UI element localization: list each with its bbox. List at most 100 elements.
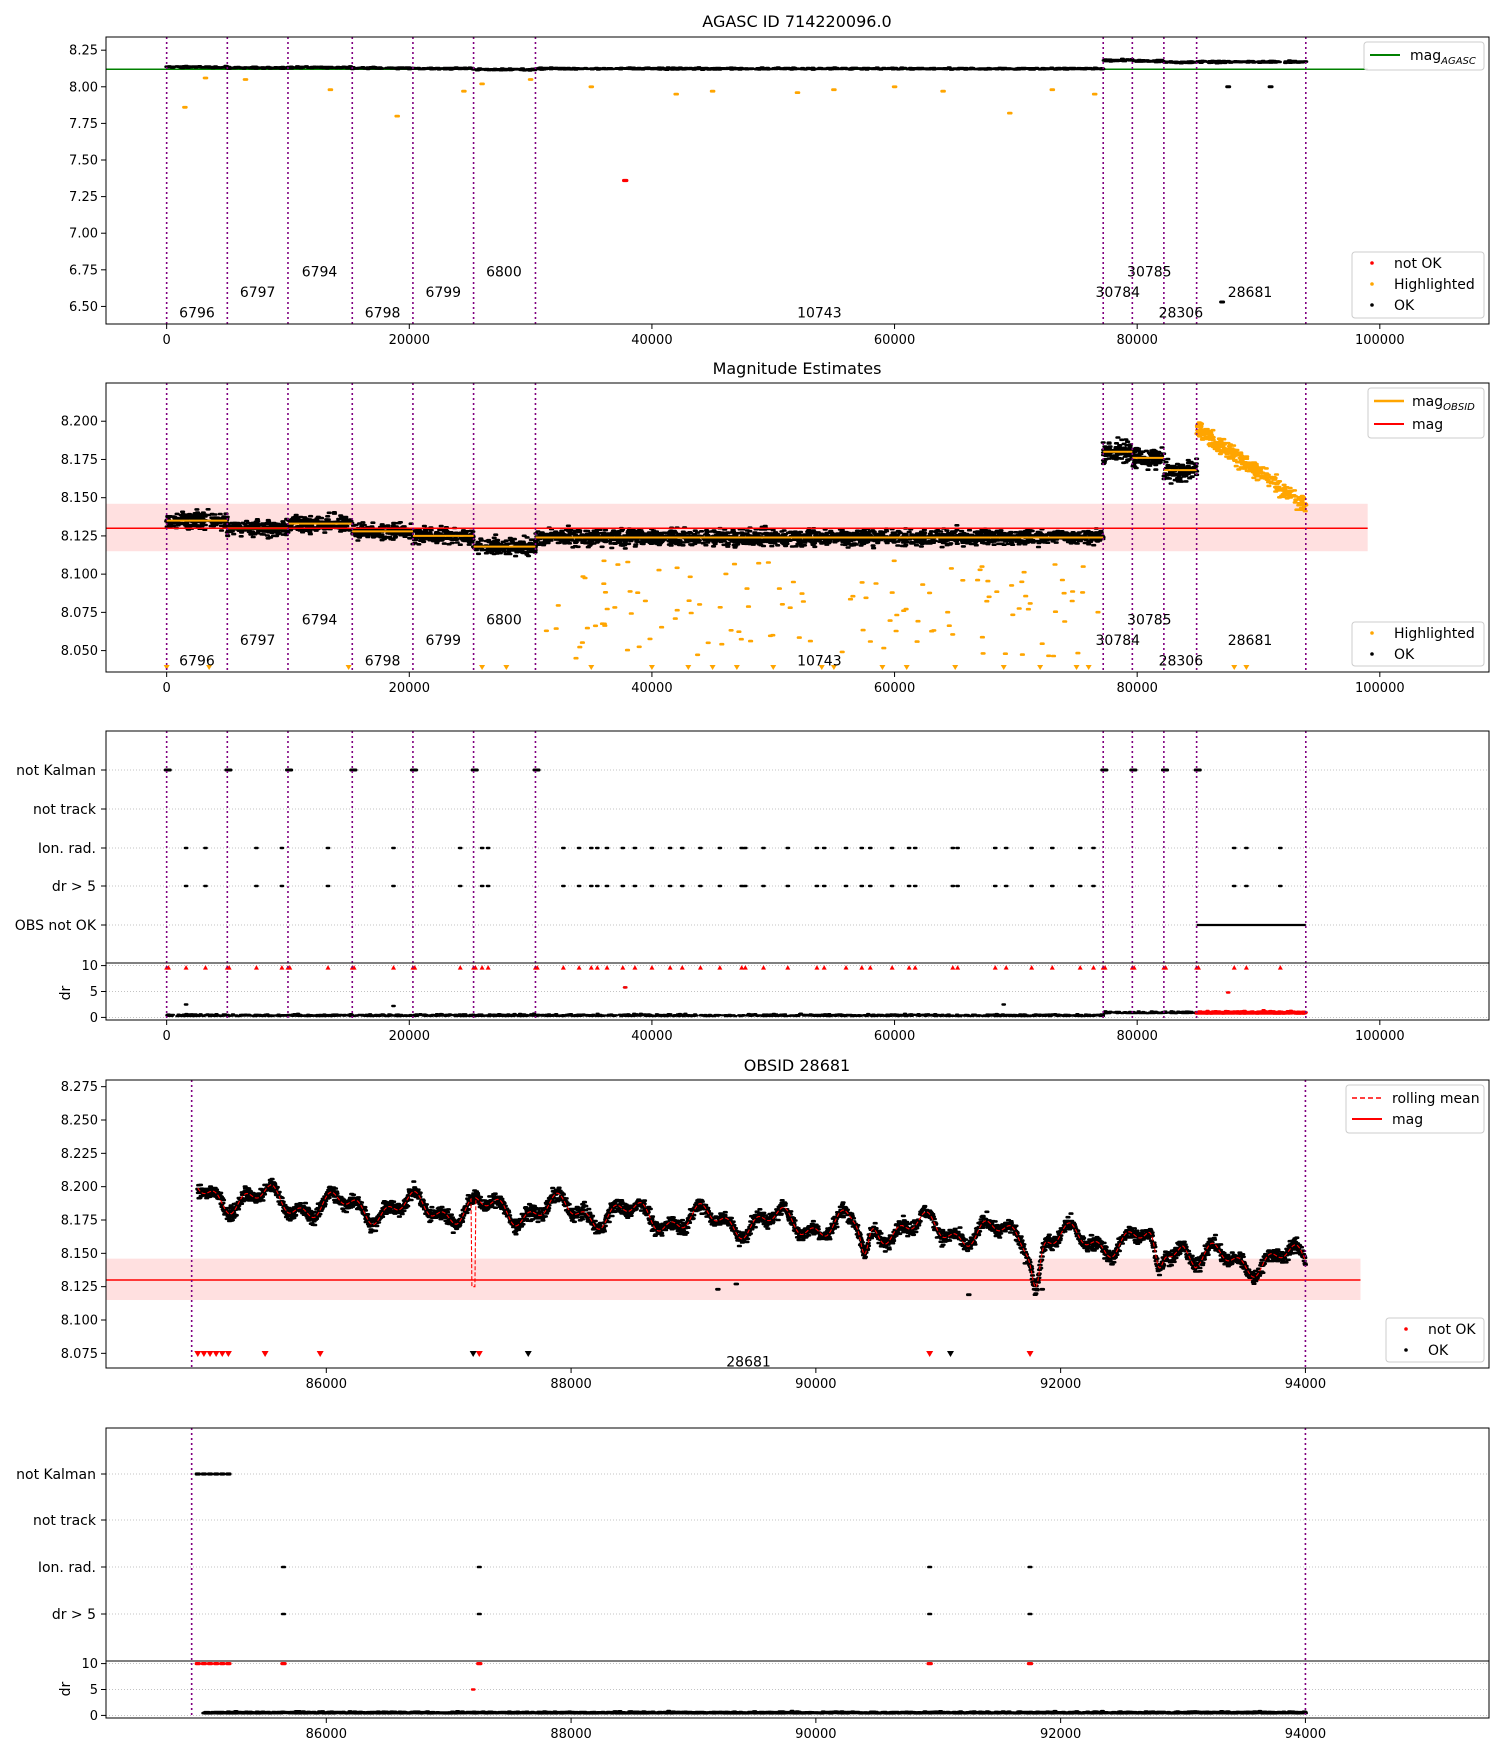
obsid-label: 6797: [240, 285, 276, 301]
triangle-up-icon: [761, 965, 767, 970]
triangle-up-icon: [1102, 965, 1108, 970]
y-tick-label: 8.175: [61, 453, 98, 468]
y-tick-label: 8.150: [61, 1247, 98, 1262]
triangle-down-icon: [879, 665, 886, 670]
y-tick-label: 8.00: [69, 80, 98, 95]
panel-title: AGASC ID 714220096.0: [702, 12, 891, 31]
triangle-up-icon: [814, 965, 820, 970]
triangle-down-icon: [648, 665, 655, 670]
annotation-layer: 6796 6797 6794 6798 6799 6800 10743 30784 30785 2…: [165, 37, 1307, 324]
x-tick-label: 20000: [389, 333, 430, 348]
panel-title: OBSID 28681: [744, 1056, 850, 1075]
triangle-down-icon: [163, 665, 170, 670]
triangle-up-icon: [1243, 965, 1249, 970]
triangle-down-icon: [770, 665, 777, 670]
triangle-up-icon: [479, 965, 485, 970]
rolling-mean-line: [197, 1184, 1306, 1288]
ok-points: [164, 57, 1309, 72]
obsid-label: 28306: [1159, 653, 1204, 669]
triangle-up-icon: [742, 965, 748, 970]
y-tick-label: 8.200: [61, 1180, 98, 1195]
triangle-down-icon: [1231, 665, 1238, 670]
y-tick-label: 5: [90, 985, 98, 1000]
triangle-up-icon: [859, 965, 865, 970]
y-tick-label: 5: [90, 1683, 98, 1698]
y-tick-label: 8.050: [61, 644, 98, 659]
obsid-label: 6799: [425, 285, 461, 301]
triangle-down-icon: [926, 1351, 934, 1357]
flag-row-label: not track: [33, 802, 97, 818]
triangle-up-icon: [279, 965, 285, 970]
plot-frame: [105, 382, 1490, 673]
triangle-up-icon: [534, 965, 540, 970]
y-tick-label: 8.150: [61, 491, 98, 506]
triangle-up-icon: [632, 965, 638, 970]
flag-row-label: Ion. rad.: [38, 841, 96, 857]
obsid-label: 28681: [726, 1354, 771, 1370]
obsid-label: 6798: [365, 653, 401, 669]
legend-status: not OK OK: [1385, 1317, 1485, 1363]
x-tick-label: 80000: [1117, 1029, 1158, 1044]
axes-layer: 86000 88000 90000 92000 94000 8.075 8.100 8.125…: [61, 1080, 1326, 1392]
flag-row-label: not Kalman: [16, 1467, 96, 1483]
triangle-up-icon: [912, 965, 918, 970]
data-layer: [164, 421, 1309, 660]
triangle-up-icon: [485, 965, 491, 970]
obsid-label: 30785: [1127, 264, 1172, 280]
triangle-up-icon: [412, 965, 418, 970]
panel-flags: not Kalman not track Ion. rad. dr > 5 OBS no…: [15, 730, 1490, 1044]
y-tick-label: 8.125: [61, 529, 98, 544]
plot-background-layer: [106, 1473, 1489, 1716]
legend-label: mag: [1412, 417, 1443, 433]
panel-obsid-flags: not Kalman not track Ion. rad. dr > 5 86000 8…: [16, 1427, 1490, 1742]
legend-label: not OK: [1394, 256, 1442, 272]
triangle-up-icon: [588, 965, 594, 970]
legend-subscript: OBSID: [1443, 402, 1475, 413]
triangle-down-icon: [1085, 665, 1092, 670]
x-tick-label: 92000: [1040, 1377, 1081, 1392]
x-tick-label: 90000: [795, 1727, 836, 1742]
y-tick-label: 0: [90, 1709, 98, 1724]
legend-mag: magOBSID mag: [1367, 387, 1485, 439]
data-layer: [194, 1472, 1308, 1715]
legend-status: Highlighted OK: [1351, 621, 1485, 667]
triangle-up-icon: [697, 965, 703, 970]
obsid-label: 30785: [1127, 612, 1172, 628]
data-layer: [163, 768, 1308, 1018]
triangle-down-icon: [588, 665, 595, 670]
x-tick-label: 40000: [631, 333, 672, 348]
legend-label: rolling mean: [1392, 1091, 1480, 1107]
triangle-up-icon: [253, 965, 259, 970]
triangle-up-icon: [1029, 965, 1035, 970]
triangle-down-icon: [212, 1351, 220, 1357]
triangle-up-icon: [287, 965, 293, 970]
flag-row-label: OBS not OK: [15, 918, 97, 934]
dr-axis-label: dr: [58, 985, 74, 1000]
obsid-label: 10743: [797, 653, 842, 669]
y-tick-label: 8.100: [61, 568, 98, 583]
triangle-down-icon: [345, 665, 352, 670]
annotation-layer: 6796 6797 6794 6798 6799 6800 10743 30784 30785 2…: [106, 383, 1368, 672]
annotation-layer: [165, 731, 1307, 1020]
legend-label: mag: [1412, 394, 1443, 410]
legend-subscript: AGASC: [1440, 56, 1476, 67]
x-tick-label: 20000: [389, 1029, 430, 1044]
legend-label: Highlighted: [1394, 277, 1475, 293]
panel-obsid-detail: OBSID 28681 28681 86000 88000 90000 92000 94…: [61, 1056, 1490, 1392]
flag-row-label: not track: [33, 1513, 97, 1529]
legend-label: OK: [1394, 647, 1415, 663]
triangle-up-icon: [1231, 965, 1237, 970]
annotation-layer: 28681: [190, 1080, 1307, 1370]
data-layer: [195, 1177, 1308, 1297]
x-tick-label: 20000: [389, 681, 430, 696]
triangle-down-icon: [952, 665, 959, 670]
y-tick-label: 10: [81, 1657, 98, 1672]
obsid-label: 6796: [179, 653, 215, 669]
x-tick-label: 86000: [306, 1377, 347, 1392]
triangle-up-icon: [325, 965, 331, 970]
triangle-up-icon: [351, 965, 357, 970]
y-tick-label: 8.200: [61, 415, 98, 430]
triangle-down-icon: [1073, 665, 1080, 670]
dr-ok-points: [165, 1010, 1199, 1018]
triangle-down-icon: [818, 665, 825, 670]
